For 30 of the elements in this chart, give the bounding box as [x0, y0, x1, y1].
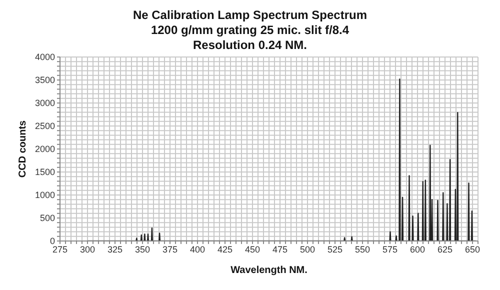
x-tick-label: 450: [244, 244, 260, 254]
x-tick-label: 500: [300, 244, 316, 254]
y-tick-label: 2000: [34, 144, 55, 154]
y-tick-label: 1000: [34, 190, 55, 200]
y-tick-label: 0: [50, 236, 55, 246]
x-tick-label: 525: [327, 244, 343, 254]
x-tick-label: 425: [217, 244, 233, 254]
y-tick-label: 3000: [34, 98, 55, 108]
y-tick-label: 1500: [34, 167, 55, 178]
y-axis-title: CCD counts: [18, 120, 29, 178]
x-tick-label: 550: [354, 244, 370, 254]
x-tick-label: 300: [80, 244, 96, 254]
y-tick-label: 2500: [34, 121, 55, 132]
x-tick-label: 350: [134, 244, 150, 254]
x-tick-label: 275: [52, 244, 68, 254]
text: Resolution 0.24 NM.: [192, 38, 308, 53]
y-tick-label: 500: [40, 213, 55, 224]
x-tick-label: 400: [190, 244, 206, 254]
y-tick-label: 4000: [34, 52, 55, 62]
y-tick-label: 3500: [34, 75, 55, 86]
x-tick-label: 325: [107, 244, 123, 254]
x-axis-title: Wavelength NM.: [230, 265, 308, 276]
x-tick-label: 575: [382, 244, 398, 254]
x-tick-label: 625: [437, 244, 453, 254]
x-tick-label: 650: [464, 244, 480, 254]
x-tick-label: 375: [162, 244, 178, 254]
chart-title: Ne Calibration Lamp Spectrum Spectrum: [132, 8, 368, 23]
x-tick-label: 600: [410, 244, 426, 254]
chart-subtitle: 1200 g/mm grating 25 mic. slit f/8.4: [150, 23, 350, 38]
x-tick-label: 475: [272, 244, 288, 254]
